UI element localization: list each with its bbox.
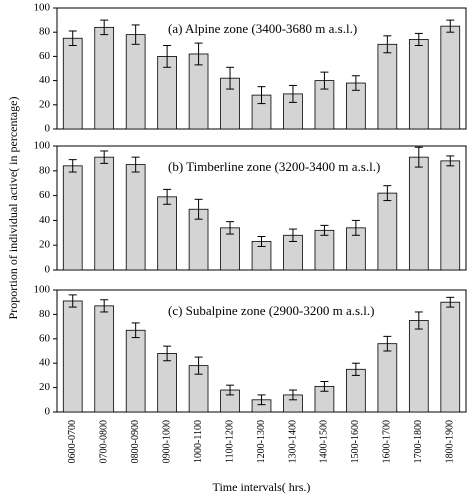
error-bar xyxy=(194,356,203,375)
error-bar xyxy=(131,24,140,45)
x-tick-label: 1200-1300 xyxy=(256,420,267,463)
error-bar xyxy=(194,42,203,66)
y-tick-label: 20 xyxy=(39,98,51,110)
error-bar xyxy=(414,32,423,47)
error-bar xyxy=(68,159,77,173)
bar xyxy=(125,34,146,130)
error-bar xyxy=(100,150,109,164)
bar xyxy=(94,156,115,271)
y-tick-label: 80 xyxy=(39,26,51,38)
bar xyxy=(62,165,83,271)
bar xyxy=(440,301,461,413)
x-axis-label: Time intervals( hrs.) xyxy=(213,480,311,494)
error-bar xyxy=(446,155,455,167)
error-bar xyxy=(288,228,297,242)
bar xyxy=(440,25,461,130)
x-tick-label: 1600-1700 xyxy=(382,420,393,463)
bar xyxy=(125,329,146,413)
bar xyxy=(408,320,429,413)
error-bar xyxy=(163,188,172,205)
x-tick-label: 1800-1900 xyxy=(445,420,456,463)
bar xyxy=(125,164,146,271)
error-bar xyxy=(163,345,172,362)
panel-title: (c) Subalpine zone (2900-3200 m a.s.l.) xyxy=(168,303,375,318)
error-bar xyxy=(131,322,140,339)
error-bar xyxy=(226,221,235,235)
error-bar xyxy=(131,156,140,173)
x-tick-label: 0900-1000 xyxy=(161,420,172,463)
error-bar xyxy=(68,294,77,308)
x-tick-label: 1100-1200 xyxy=(224,420,235,463)
error-bar xyxy=(351,219,360,236)
y-tick-label: 100 xyxy=(34,140,51,152)
bar xyxy=(377,343,398,413)
y-tick-label: 0 xyxy=(45,264,51,276)
bar xyxy=(157,353,177,413)
y-tick-label: 60 xyxy=(39,189,51,201)
y-tick-label: 40 xyxy=(39,214,51,226)
bar xyxy=(314,229,335,271)
error-bar xyxy=(257,86,266,105)
y-tick-label: 60 xyxy=(39,332,51,344)
bar xyxy=(377,192,398,271)
bar xyxy=(377,43,398,130)
x-tick-label: 0600-0700 xyxy=(67,420,78,463)
error-bar xyxy=(226,66,235,90)
error-bar xyxy=(288,84,297,103)
error-bar xyxy=(257,236,266,247)
y-tick-label: 40 xyxy=(39,74,51,86)
error-bar xyxy=(226,384,235,396)
error-bar xyxy=(288,389,297,401)
error-bar xyxy=(68,30,77,47)
x-tick-label: 0800-0900 xyxy=(130,420,141,463)
error-bar xyxy=(320,381,329,392)
panel-title: (b) Timberline zone (3200-3400 m a.s.l.) xyxy=(168,159,380,174)
bar xyxy=(62,37,83,130)
bar xyxy=(440,160,461,271)
bar xyxy=(94,305,115,413)
error-bar xyxy=(320,71,329,90)
y-tick-label: 20 xyxy=(39,381,51,393)
error-bar xyxy=(100,299,109,313)
error-bar xyxy=(351,75,360,91)
error-bar xyxy=(383,35,392,54)
bar xyxy=(408,39,429,130)
y-tick-label: 0 xyxy=(45,123,51,135)
y-tick-label: 0 xyxy=(45,406,51,418)
error-bar xyxy=(383,335,392,352)
x-tick-label: 0700-0800 xyxy=(98,420,109,463)
bar xyxy=(408,156,429,271)
x-tick-label: 1300-1400 xyxy=(287,420,298,463)
error-bar xyxy=(383,185,392,202)
y-tick-label: 80 xyxy=(39,164,51,176)
y-tick-label: 80 xyxy=(39,308,51,320)
y-tick-label: 100 xyxy=(34,284,51,296)
x-tick-label: 1000-1100 xyxy=(193,420,204,463)
error-bar xyxy=(414,146,423,168)
bar xyxy=(62,300,83,413)
x-tick-label: 1400-1500 xyxy=(319,420,330,463)
y-tick-label: 100 xyxy=(34,2,51,14)
error-bar xyxy=(446,296,455,308)
bar xyxy=(94,26,115,130)
error-bar xyxy=(320,224,329,236)
x-tick-label: 1700-1800 xyxy=(413,420,424,463)
panel-title: (a) Alpine zone (3400-3680 m a.s.l.) xyxy=(168,21,357,36)
x-tick-label: 1500-1600 xyxy=(350,420,361,463)
error-bar xyxy=(414,311,423,330)
error-bar xyxy=(194,198,203,220)
y-tick-label: 40 xyxy=(39,357,51,369)
error-bar xyxy=(257,394,266,406)
y-axis-label: Proportion of individual active( in perc… xyxy=(6,97,20,320)
error-bar xyxy=(163,45,172,68)
error-bar xyxy=(351,362,360,376)
error-bar xyxy=(446,19,455,33)
bar xyxy=(157,196,177,271)
y-tick-label: 20 xyxy=(39,239,51,251)
error-bar xyxy=(100,19,109,36)
y-tick-label: 60 xyxy=(39,50,51,62)
